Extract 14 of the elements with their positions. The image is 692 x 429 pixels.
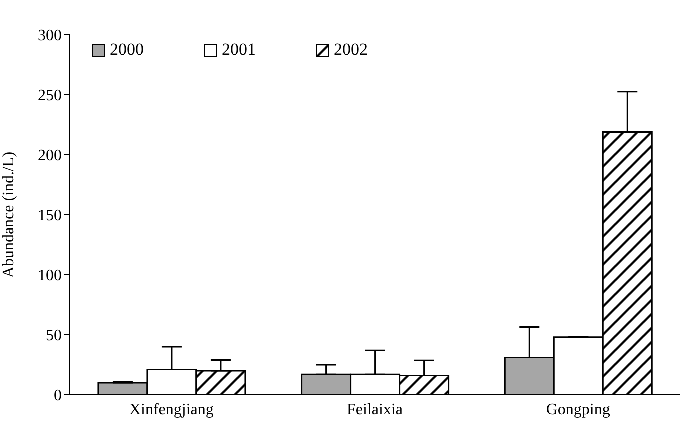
x-tick-label: Gongping — [546, 401, 610, 418]
y-tick-label: 250 — [38, 88, 62, 105]
y-tick-label: 300 — [38, 28, 62, 45]
x-tick-label: Feilaixia — [347, 401, 403, 418]
x-tick-label: Xinfengjiang — [129, 401, 214, 418]
y-tick-label: 100 — [38, 268, 62, 285]
y-tick-label: 0 — [54, 388, 62, 405]
y-tick-label: 200 — [38, 148, 62, 165]
legend-label: 2002 — [334, 40, 368, 60]
legend-label: 2001 — [222, 40, 256, 60]
y-axis-title: Abundance (ind./L) — [0, 152, 18, 278]
y-tick-label: 50 — [46, 328, 62, 345]
y-tick-label: 150 — [38, 208, 62, 225]
legend-label: 2000 — [110, 40, 144, 60]
